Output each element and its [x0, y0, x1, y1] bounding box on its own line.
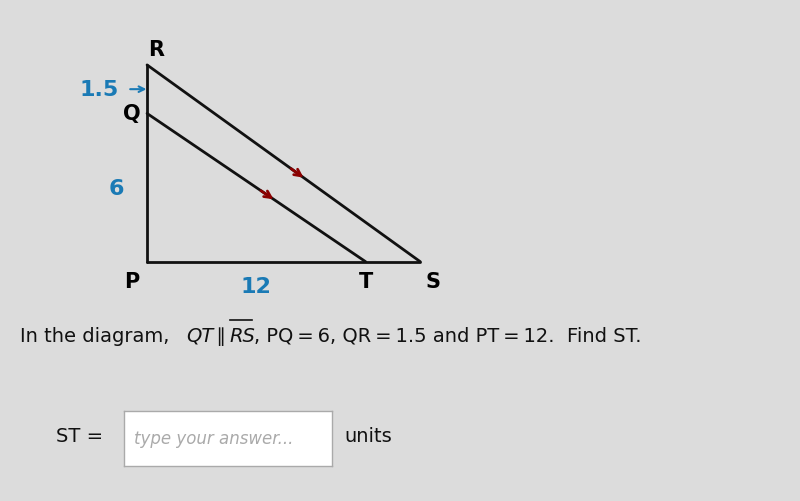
Text: 12: 12	[241, 277, 272, 297]
Text: S: S	[426, 271, 441, 291]
Text: RS: RS	[230, 326, 255, 345]
Text: Q: Q	[123, 104, 141, 124]
Text: type your answer...: type your answer...	[134, 429, 294, 447]
Text: 6: 6	[109, 178, 124, 198]
Text: T: T	[358, 271, 373, 291]
Text: In the diagram,: In the diagram,	[20, 326, 176, 345]
Text: 1.5: 1.5	[79, 80, 118, 100]
Text: P: P	[124, 271, 139, 291]
Text: R: R	[148, 40, 164, 60]
Text: QT: QT	[186, 326, 214, 345]
Text: units: units	[344, 426, 392, 445]
Text: ∥: ∥	[210, 326, 232, 345]
Text: , PQ = 6, QR = 1.5 and PT = 12.  Find ST.: , PQ = 6, QR = 1.5 and PT = 12. Find ST.	[254, 326, 641, 345]
Text: ST =: ST =	[56, 426, 103, 445]
